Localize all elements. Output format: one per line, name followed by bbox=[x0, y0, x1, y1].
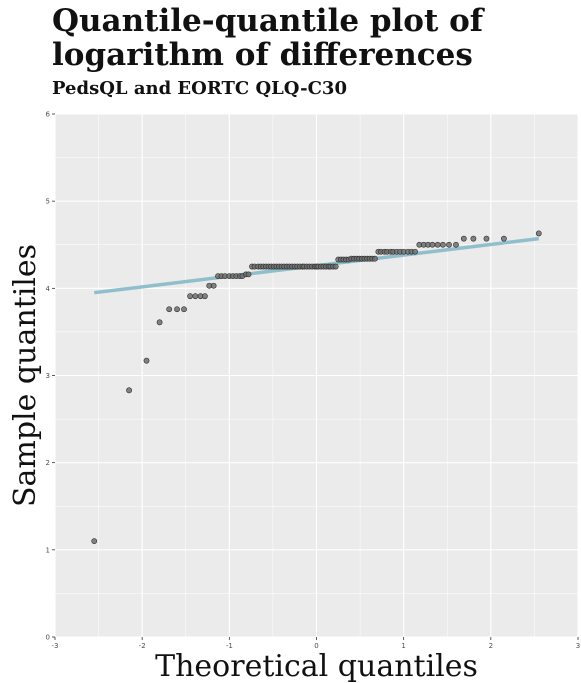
data-point bbox=[181, 306, 187, 313]
data-point bbox=[460, 235, 467, 242]
y-tick-label: 0 bbox=[46, 634, 50, 642]
x-tick-label: -1 bbox=[226, 642, 233, 650]
data-point bbox=[166, 306, 173, 313]
data-point bbox=[156, 319, 163, 326]
data-point bbox=[453, 241, 459, 248]
y-tick-label: 4 bbox=[46, 285, 51, 293]
data-point bbox=[187, 293, 194, 300]
data-point bbox=[434, 241, 441, 248]
x-tick-label: 0 bbox=[314, 642, 318, 650]
data-point bbox=[429, 241, 436, 248]
data-point bbox=[535, 230, 542, 237]
y-axis-label: Sample quantiles bbox=[8, 244, 43, 507]
data-point bbox=[126, 387, 132, 394]
data-point bbox=[501, 235, 507, 242]
data-point bbox=[446, 241, 452, 248]
data-point bbox=[143, 357, 150, 364]
x-tick-label: -2 bbox=[139, 642, 146, 650]
x-tick-label: 1 bbox=[401, 642, 405, 650]
data-point bbox=[202, 293, 208, 300]
y-tick-label: 5 bbox=[46, 198, 50, 206]
x-axis-label: Theoretical quantiles bbox=[155, 649, 478, 683]
chart-subtitle: PedsQL and EORTC QLQ-C30 bbox=[52, 78, 347, 99]
data-point bbox=[470, 235, 477, 242]
x-tick-label: -3 bbox=[52, 642, 59, 650]
data-point bbox=[332, 263, 339, 270]
data-point bbox=[174, 306, 180, 313]
y-tick-label: 1 bbox=[46, 546, 50, 554]
x-axis-ticks: -3 -2 -1 0 1 2 3 bbox=[52, 637, 580, 650]
points-group bbox=[91, 230, 542, 545]
data-point bbox=[192, 293, 199, 300]
x-tick-label: 2 bbox=[489, 642, 493, 650]
y-tick-label: 2 bbox=[46, 459, 50, 467]
data-point bbox=[91, 538, 98, 545]
data-point bbox=[412, 248, 418, 255]
chart-title: Quantile-quantile plot of logarithm of d… bbox=[52, 3, 484, 73]
y-tick-label: 6 bbox=[46, 111, 51, 119]
data-point bbox=[245, 271, 252, 278]
x-tick-label: 3 bbox=[576, 642, 580, 650]
data-point bbox=[439, 241, 446, 248]
data-point bbox=[483, 235, 490, 242]
y-tick-label: 3 bbox=[46, 372, 50, 380]
data-point bbox=[372, 255, 378, 262]
y-axis-ticks: 0 1 2 3 4 5 6 bbox=[46, 111, 55, 642]
data-point bbox=[210, 282, 217, 289]
